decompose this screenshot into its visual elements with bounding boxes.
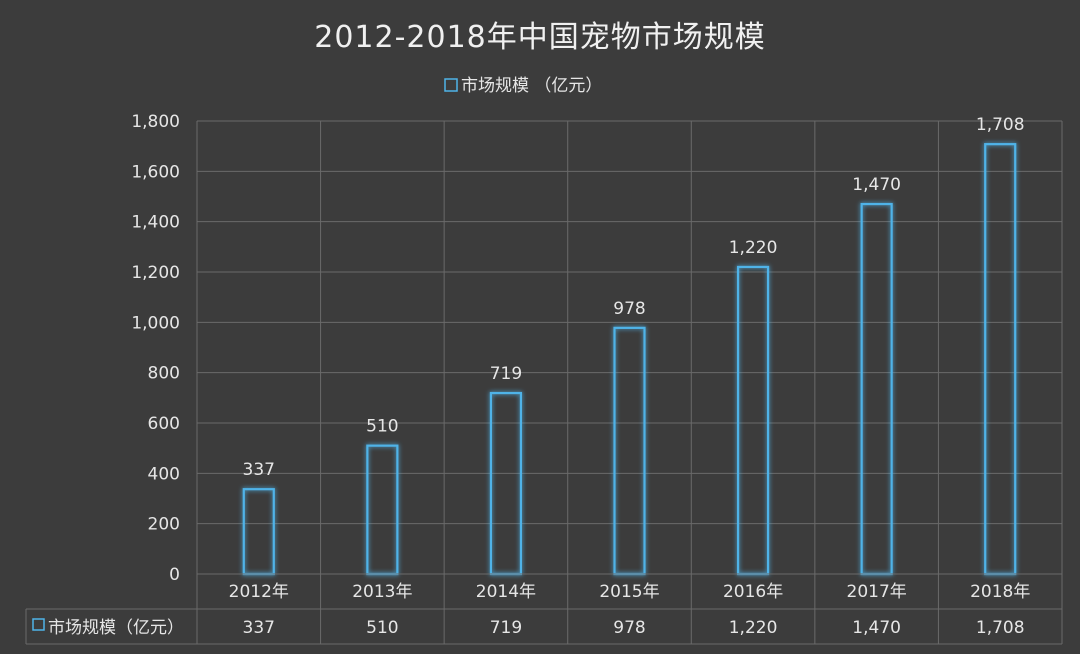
bar-value-label: 1,220 (729, 238, 778, 258)
data-table: 2012年 337 2013年 510 2014年 719 2015年 978 2016年 1,2… (25, 573, 1062, 645)
y-tick-label: 1,400 (131, 213, 180, 233)
y-tick-label: 1,600 (131, 162, 180, 182)
x-category-label: 2013年 (352, 582, 412, 602)
bar (242, 488, 275, 576)
bars (242, 143, 1017, 576)
table-value-cell: 1,708 (976, 618, 1025, 638)
chart-title: 2012-2018年中国宠物市场规模 (314, 20, 766, 55)
y-axis-ticks: 0 200 400 600 800 1,000 1,200 1,400 1,600 1,800 (131, 112, 180, 585)
table-value-cell: 510 (366, 618, 398, 638)
y-tick-label: 1,000 (131, 313, 180, 333)
y-tick-label: 1,200 (131, 263, 180, 283)
x-category-label: 2014年 (476, 582, 536, 602)
bar (613, 326, 646, 576)
y-tick-label: 600 (148, 414, 180, 434)
bar-value-label: 1,470 (852, 175, 901, 195)
y-tick-label: 200 (148, 515, 180, 535)
bar (736, 265, 770, 576)
x-category-label: 2018年 (970, 582, 1030, 602)
data-labels: 337 510 719 978 1,220 1,470 1,708 (243, 115, 1025, 480)
bar (984, 143, 1017, 576)
x-category-label: 2015年 (599, 582, 659, 602)
legend-swatch (444, 78, 458, 92)
x-category-label: 2012年 (229, 582, 289, 602)
bar-value-label: 510 (366, 417, 398, 437)
table-value-cell: 719 (490, 618, 522, 638)
x-category-label: 2017年 (847, 582, 907, 602)
bar (489, 391, 523, 576)
bar (366, 444, 399, 576)
bar-value-label: 1,708 (976, 115, 1025, 135)
table-value-cell: 978 (613, 618, 645, 638)
x-category-label: 2016年 (723, 582, 783, 602)
table-value-cell: 1,470 (852, 618, 901, 638)
gridlines (196, 120, 1063, 644)
table-value-cell: 337 (243, 618, 275, 638)
legend-label: 市场规模 （亿元） (461, 76, 602, 96)
bar-value-label: 337 (243, 460, 275, 480)
bar-value-label: 719 (490, 364, 522, 384)
y-tick-label: 800 (148, 364, 180, 384)
table-value-cell: 1,220 (729, 618, 778, 638)
table-legend-swatch (32, 618, 45, 631)
y-tick-label: 400 (148, 464, 180, 484)
y-tick-label: 0 (169, 565, 180, 585)
bar (860, 202, 893, 576)
table-series-label: 市场规模（亿元） (48, 618, 184, 638)
bar-value-label: 978 (613, 299, 645, 319)
legend: 市场规模 （亿元） (444, 76, 602, 96)
y-tick-label: 1,800 (131, 112, 180, 132)
